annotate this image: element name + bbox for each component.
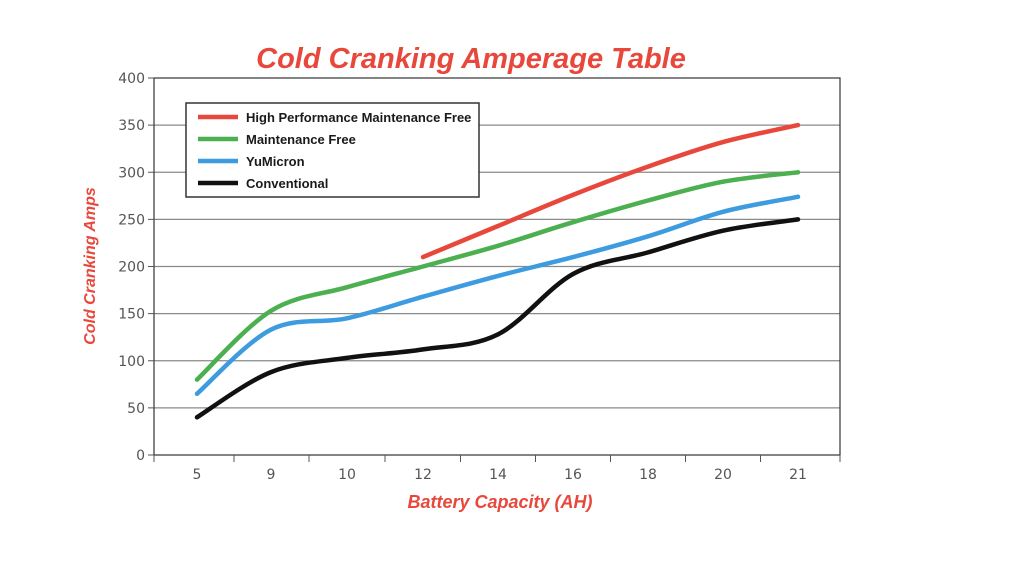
y-tick-label: 400 xyxy=(118,71,145,87)
data-point xyxy=(496,273,500,278)
y-tick-label: 150 xyxy=(118,307,145,323)
data-point xyxy=(421,347,425,352)
x-tick-label: 14 xyxy=(489,467,507,483)
data-point xyxy=(195,415,199,420)
legend-label: Maintenance Free xyxy=(246,132,356,147)
data-point xyxy=(195,391,199,396)
chart-title: Cold Cranking Amperage Table xyxy=(256,43,686,75)
series-line xyxy=(420,122,801,260)
x-axis-label: Battery Capacity (AH) xyxy=(407,492,592,512)
x-tick-label: 20 xyxy=(714,467,732,483)
data-point xyxy=(721,179,725,184)
data-point xyxy=(571,220,575,225)
series-line xyxy=(194,217,801,420)
legend-label: Conventional xyxy=(246,176,328,191)
y-axis-label: Cold Cranking Amps xyxy=(82,187,99,345)
data-point xyxy=(195,377,199,382)
legend-label: High Performance Maintenance Free xyxy=(246,110,471,125)
x-tick-label: 21 xyxy=(789,467,807,483)
data-point xyxy=(796,194,800,199)
data-point xyxy=(796,170,800,175)
y-axis: 0 50 100 150 200 250 300 350 400 xyxy=(118,71,154,464)
x-tick-label: 10 xyxy=(338,467,356,483)
data-point xyxy=(571,272,575,277)
data-point xyxy=(345,285,349,290)
data-point xyxy=(646,164,650,169)
x-tick-label: 5 xyxy=(193,467,202,483)
x-tick-label: 12 xyxy=(414,467,432,483)
y-tick-label: 250 xyxy=(118,212,145,228)
data-point xyxy=(269,308,273,313)
data-point xyxy=(421,255,425,260)
y-tick-label: 0 xyxy=(136,448,145,464)
data-point xyxy=(496,223,500,228)
x-tick-label: 16 xyxy=(564,467,582,483)
series-line xyxy=(194,170,801,382)
data-point xyxy=(269,327,273,332)
data-point xyxy=(496,332,500,337)
data-point xyxy=(496,243,500,248)
y-tick-label: 200 xyxy=(118,260,145,276)
legend: High Performance Maintenance Free Mainten… xyxy=(185,102,480,198)
data-point xyxy=(571,255,575,260)
x-axis: 5 9 10 12 14 16 18 20 21 xyxy=(153,455,841,483)
data-point xyxy=(269,370,273,375)
x-tick-label: 9 xyxy=(267,467,276,483)
y-tick-label: 350 xyxy=(118,118,145,134)
data-point xyxy=(421,264,425,269)
y-tick-label: 100 xyxy=(118,354,145,370)
data-point xyxy=(646,250,650,255)
data-point xyxy=(721,209,725,214)
data-point xyxy=(345,355,349,360)
y-tick-label: 300 xyxy=(118,165,145,181)
data-point xyxy=(421,294,425,299)
data-point xyxy=(796,217,800,222)
data-point xyxy=(345,316,349,321)
data-point xyxy=(571,192,575,197)
data-point xyxy=(796,123,800,128)
x-tick-label: 18 xyxy=(639,467,657,483)
data-point xyxy=(721,228,725,233)
data-point xyxy=(721,140,725,145)
series-lines xyxy=(194,122,801,420)
y-tick-label: 50 xyxy=(127,401,145,417)
legend-label: YuMicron xyxy=(246,154,305,169)
data-point xyxy=(646,234,650,239)
data-point xyxy=(646,198,650,203)
